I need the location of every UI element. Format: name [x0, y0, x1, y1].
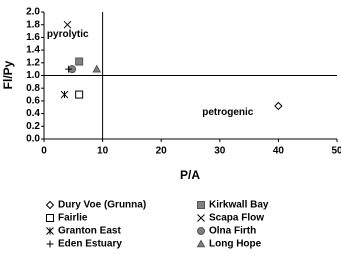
data-point	[60, 90, 69, 99]
data-point	[65, 65, 73, 73]
legend-label: Long Hope	[209, 239, 262, 250]
y-tick-label: 1.8	[26, 19, 40, 30]
legend-marker	[45, 200, 55, 210]
x-tick-label: 0	[41, 146, 47, 157]
y-axis-label: Fl/Py	[1, 60, 15, 89]
y-tick-label: 1.4	[26, 45, 40, 56]
legend-label: Dury Voe (Grunna)	[58, 200, 146, 211]
y-tick-label: 0.8	[26, 83, 40, 94]
legend-label: Kirkwall Bay	[209, 200, 269, 211]
legend-marker	[46, 214, 54, 222]
y-tick-label: 1.0	[26, 70, 40, 81]
legend-marker	[46, 240, 54, 248]
x-tick-label: 20	[156, 146, 168, 157]
x-tick-label: 30	[214, 146, 226, 157]
legend-label: Granton East	[58, 226, 121, 237]
x-tick-label: 40	[273, 146, 285, 157]
legend-label: Fairlie	[58, 213, 88, 224]
legend-marker	[46, 227, 54, 235]
annotation: pyrolytic	[47, 29, 89, 40]
data-point	[92, 64, 102, 73]
legend-label: Eden Estuary	[58, 239, 122, 250]
legend-label: Scapa Flow	[209, 213, 264, 224]
data-point	[75, 57, 84, 66]
y-tick-label: 2.0	[26, 7, 40, 18]
x-tick-label: 10	[97, 146, 109, 157]
y-tick-label: 1.6	[26, 32, 40, 43]
legend-label: Olna Firth	[209, 226, 256, 237]
legend-marker	[197, 201, 205, 209]
x-tick-label: 50	[331, 146, 341, 157]
annotation: petrogenic	[202, 107, 254, 118]
data-point	[63, 20, 72, 29]
y-tick-label: 0.4	[26, 108, 40, 119]
y-tick-label: 0.6	[26, 96, 40, 107]
y-tick-label: 0.2	[26, 121, 40, 132]
y-tick-label: 1.2	[26, 57, 40, 68]
x-axis-label: P/A	[180, 168, 200, 182]
legend-marker	[197, 227, 205, 235]
data-point	[274, 101, 283, 111]
legend-marker	[196, 239, 206, 248]
legend-marker	[197, 214, 205, 222]
y-tick-label: 0.0	[26, 134, 40, 145]
data-point	[75, 90, 84, 99]
